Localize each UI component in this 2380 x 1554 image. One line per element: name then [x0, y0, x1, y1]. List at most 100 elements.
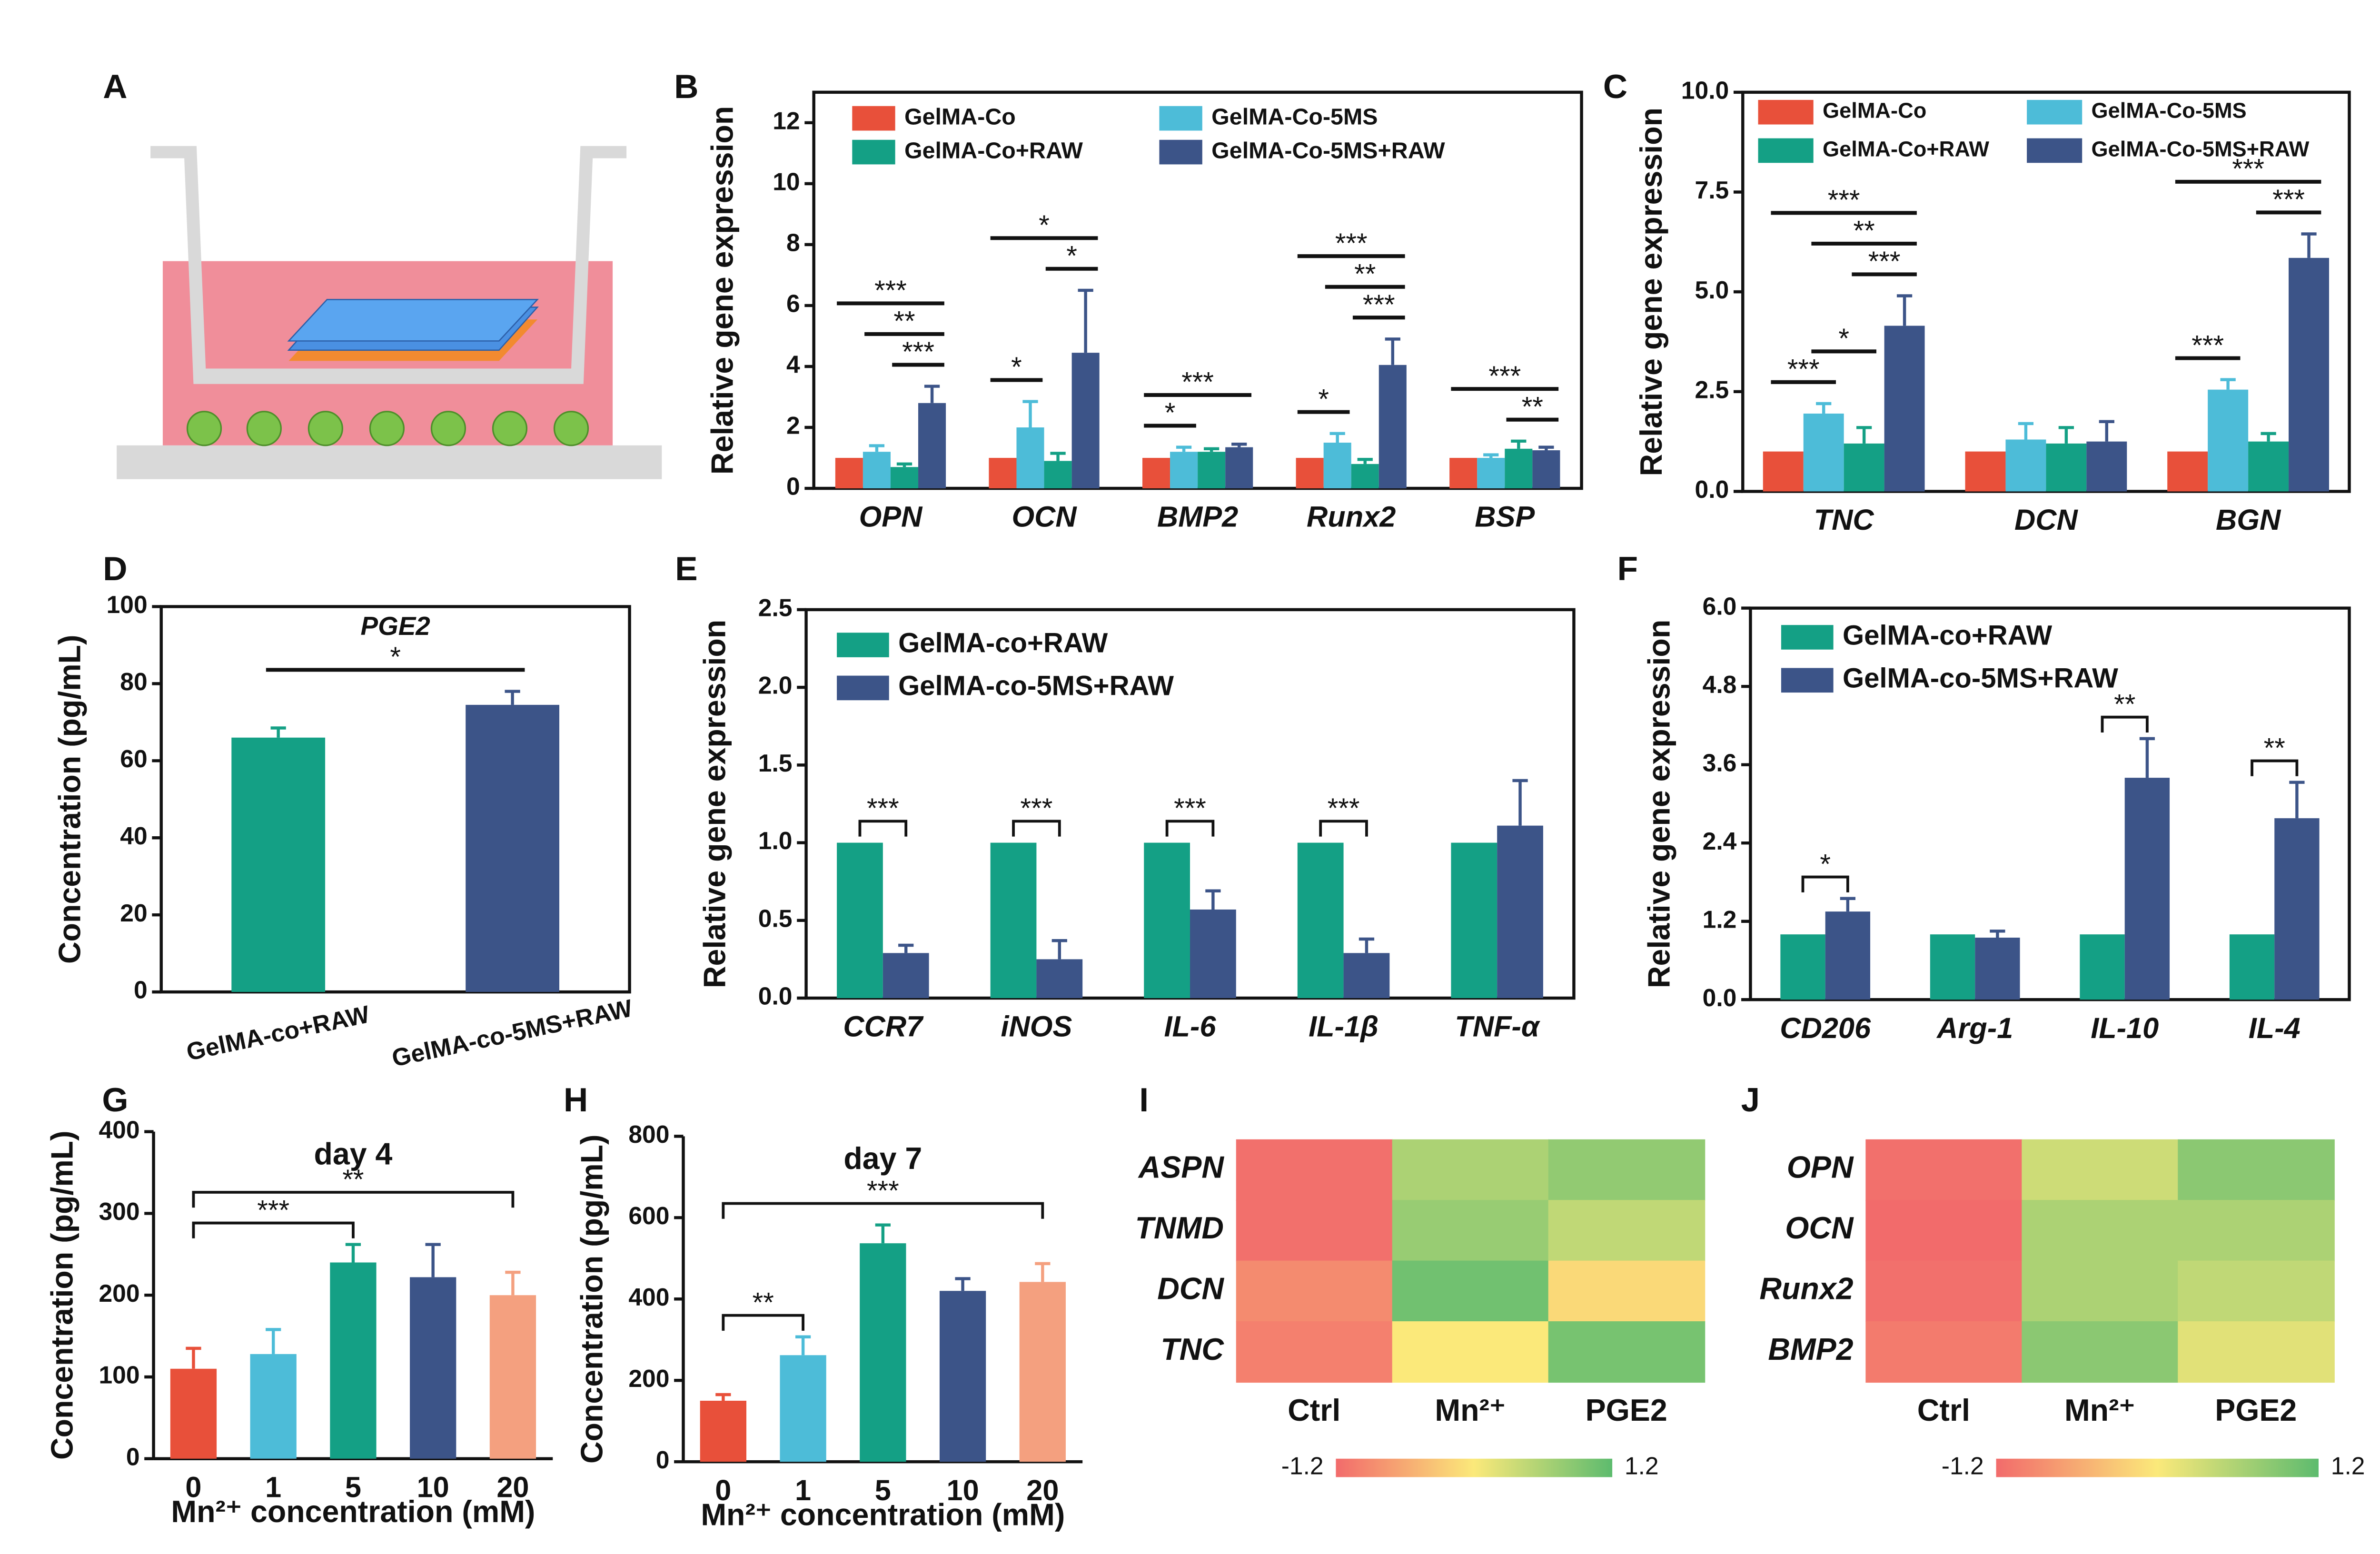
significance-label: ** [753, 1287, 774, 1318]
significance-label: *** [902, 337, 934, 367]
x-tick-label: IL-1β [1309, 1010, 1378, 1043]
legend-label: GelMA-co+RAW [898, 627, 1108, 658]
x-axis-title: Mn²⁺ concentration (mM) [701, 1497, 1065, 1532]
panel-label: F [1617, 550, 1638, 588]
y-tick-label: 1.5 [758, 749, 793, 777]
bar [1144, 842, 1190, 999]
scaffold-layer [287, 298, 539, 342]
bar [2167, 451, 2208, 492]
error-bar [2261, 432, 2276, 442]
heatmap-cell [2178, 1321, 2335, 1383]
legend-swatch [2027, 99, 2082, 125]
bar [250, 1354, 297, 1459]
bar [1780, 934, 1825, 1000]
x-tick-label: DCN [2014, 504, 2079, 536]
error-bar [1205, 889, 1221, 910]
significance: *** [1771, 185, 1917, 216]
row-label: ASPN [1138, 1150, 1225, 1185]
bar [2274, 818, 2320, 1000]
row-label: Runx2 [1759, 1271, 1853, 1306]
significance-label: * [390, 642, 401, 673]
significance: ** [2101, 689, 2149, 732]
error-bar [795, 1335, 811, 1356]
panel-label: C [1603, 68, 1627, 106]
panel-label: A [103, 68, 127, 106]
bar [1323, 443, 1351, 489]
error-bar [1176, 445, 1192, 452]
legend-swatch [1159, 106, 1202, 131]
y-axis-title: Relative gene expression [1642, 620, 1676, 988]
error-bar [186, 1346, 201, 1369]
error-bar [896, 462, 912, 467]
row-label: BMP2 [1768, 1332, 1853, 1366]
legend-swatch [1758, 138, 1814, 163]
y-axis-title: Concentration (pg/mL) [53, 635, 87, 964]
significance-label: *** [2192, 330, 2224, 361]
significance-label: ** [342, 1164, 364, 1195]
significance: *** [837, 275, 944, 306]
significance: *** [1165, 793, 1215, 837]
significance-label: *** [1787, 354, 1820, 385]
significance-label: * [1066, 241, 1077, 272]
bar [1965, 451, 2006, 492]
y-tick-label: 20 [120, 899, 147, 927]
significance-bracket [2101, 715, 2149, 732]
x-tick-label: 10 [946, 1474, 979, 1506]
bar [1449, 458, 1478, 489]
heatmap-cell [2022, 1200, 2179, 1262]
significance: *** [1319, 793, 1368, 837]
significance: * [1045, 241, 1098, 272]
bar [231, 737, 326, 992]
x-tick-label: 1 [265, 1471, 281, 1503]
bar [1763, 451, 1804, 492]
legend-label: GelMA-co-5MS+RAW [898, 671, 1174, 702]
legend-label: GelMA-Co-5MS+RAW [2092, 137, 2310, 161]
error-bar [1816, 402, 1832, 414]
heatmap-cell [2022, 1139, 2179, 1201]
error-bar [715, 1393, 731, 1401]
plot-frame [1749, 606, 2351, 1001]
y-tick-label: 4.8 [1703, 671, 1737, 698]
bar [1351, 464, 1379, 489]
y-tick-label: 800 [628, 1120, 669, 1148]
x-tick-label: GelMA-co-5MS+RAW [389, 994, 635, 1072]
legend-label: GelMA-Co [1823, 99, 1926, 123]
bar [1378, 365, 1407, 489]
error-bar [2289, 781, 2305, 819]
bar [1190, 909, 1236, 999]
y-tick-label: 0.0 [1695, 475, 1729, 503]
y-tick-label: 2.5 [1695, 376, 1729, 403]
legend-label: GelMA-co+RAW [1843, 620, 2052, 651]
y-tick-label: 2.0 [758, 672, 793, 699]
row-label: TNMD [1135, 1211, 1224, 1245]
error-bar [1022, 400, 1038, 428]
significance: *** [2175, 330, 2241, 361]
chart-title: day 7 [843, 1141, 922, 1176]
significance-label: * [1820, 849, 1831, 880]
significance-bracket [2251, 759, 2299, 776]
significance-label: ** [1854, 216, 1875, 247]
x-tick-label: TNF-α [1455, 1010, 1541, 1043]
y-tick-label: 200 [628, 1365, 669, 1392]
panel-label: B [674, 68, 698, 106]
bar [1297, 842, 1344, 999]
colorbar-tick-label: -1.2 [1942, 1452, 1984, 1480]
x-tick-label: 0 [715, 1474, 731, 1506]
significance-label: *** [1021, 793, 1053, 824]
significance: ** [192, 1164, 515, 1208]
significance: *** [858, 793, 908, 837]
y-axis-title: Relative gene expression [705, 106, 740, 475]
error-bar [1896, 294, 1913, 326]
error-bar [1385, 337, 1400, 365]
legend-label: GelMA-Co+RAW [904, 138, 1083, 163]
colorbar-tick-label: 1.2 [1625, 1452, 1659, 1480]
significance-label: ** [893, 306, 915, 337]
significance: ** [1811, 216, 1917, 247]
legend-swatch [1781, 668, 1834, 693]
bar [939, 1291, 986, 1462]
heatmap-cell [2022, 1260, 2179, 1322]
significance-bracket [1165, 820, 1215, 837]
x-tick-label: Arg-1 [1936, 1012, 2013, 1044]
significance-bracket [192, 1191, 515, 1208]
